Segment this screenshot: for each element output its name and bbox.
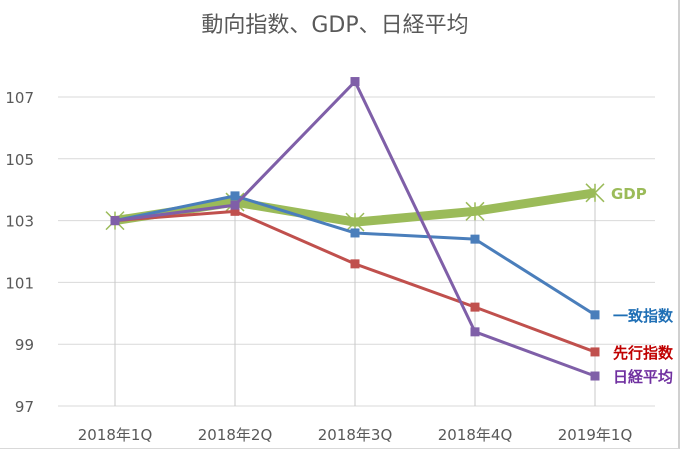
y-tick-label: 99 [15,336,34,354]
data-point [590,310,600,320]
data-point [590,371,600,381]
data-point [110,216,120,226]
data-point [350,228,360,238]
data-point [230,206,240,216]
series-日経平均 [110,77,600,381]
x-tick-label: 2018年1Q [78,426,153,444]
data-point [230,191,240,201]
y-tick-label: 97 [15,398,34,416]
data-point [350,259,360,269]
series-label: 日経平均 [613,368,673,386]
y-tick-label: 107 [5,89,34,107]
x-tick-label: 2019年1Q [558,426,633,444]
series-label: GDP [611,185,647,203]
series-label: 先行指数 [613,344,674,362]
series-label: 一致指数 [613,307,674,325]
data-point [350,77,360,87]
chart-title: 動向指数、GDP、日経平均 [201,13,468,38]
x-tick-label: 2018年2Q [198,426,273,444]
data-point [470,234,480,244]
data-point [345,212,365,232]
x-tick-label: 2018年4Q [438,426,513,444]
x-tick-label: 2018年3Q [318,426,393,444]
data-point [470,327,480,337]
y-tick-label: 105 [5,151,34,169]
y-tick-label: 103 [5,213,34,231]
y-tick-label: 101 [5,274,34,292]
data-point [590,347,600,357]
data-point [470,302,480,312]
data-point [230,200,240,210]
data-point [465,201,485,221]
data-point [585,183,605,203]
